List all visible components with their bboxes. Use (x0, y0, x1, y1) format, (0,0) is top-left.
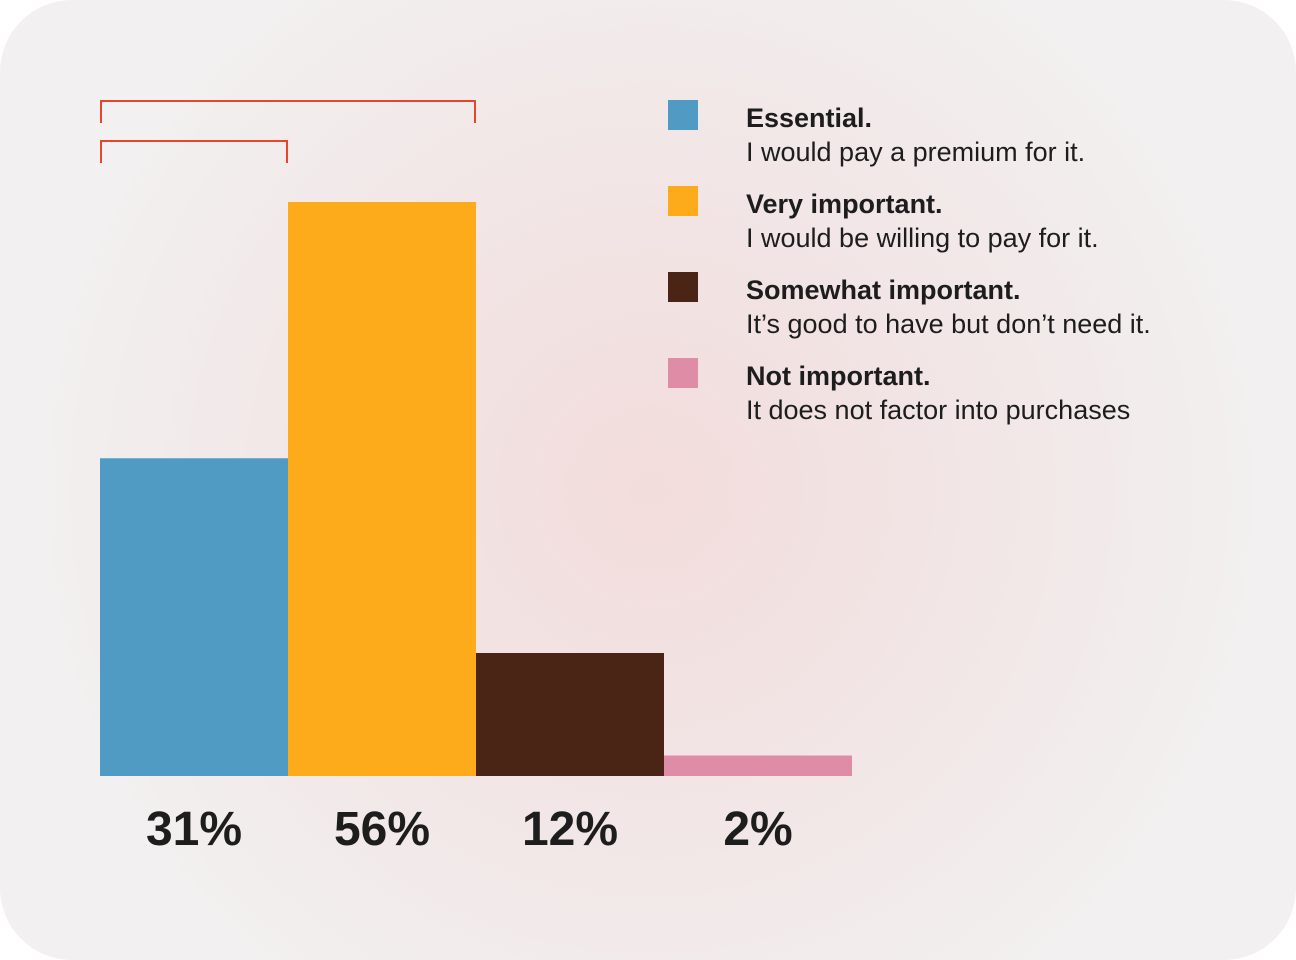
bar-somewhat-important (476, 653, 664, 776)
legend-title-somewhat-important: Somewhat important. (746, 275, 1021, 305)
legend-item-somewhat-important: Somewhat important. It’s good to have bu… (668, 272, 1268, 358)
legend-title-essential: Essential. (746, 103, 873, 133)
value-label-not-important: 2% (723, 803, 792, 856)
legend-swatch-essential (668, 100, 698, 130)
legend-swatch-somewhat-important (668, 272, 698, 302)
legend-item-very-important: Very important. I would be willing to pa… (668, 186, 1268, 272)
value-label-essential: 31% (146, 803, 242, 856)
value-label-very-important: 56% (334, 803, 430, 856)
legend-title-very-important: Very important. (746, 189, 943, 219)
comparison-bracket-2 (100, 140, 288, 163)
bar-very-important (288, 202, 476, 776)
legend-title-not-important: Not important. (746, 361, 931, 391)
legend-desc-somewhat-important: It’s good to have but don’t need it. (746, 309, 1151, 339)
legend-desc-essential: I would pay a premium for it. (746, 137, 1086, 167)
bar-essential (100, 458, 288, 776)
legend-desc-not-important: It does not factor into purchases (746, 395, 1131, 425)
legend-item-essential: Essential. I would pay a premium for it. (668, 100, 1268, 186)
legend-swatch-very-important (668, 186, 698, 216)
legend-item-not-important: Not important. It does not factor into p… (668, 358, 1268, 444)
value-label-somewhat-important: 12% (522, 803, 618, 856)
comparison-bracket-1 (100, 100, 476, 123)
legend: Essential. I would pay a premium for it.… (668, 100, 1268, 444)
legend-swatch-not-important (668, 358, 698, 388)
bar-not-important (664, 755, 852, 776)
legend-desc-very-important: I would be willing to pay for it. (746, 223, 1099, 253)
